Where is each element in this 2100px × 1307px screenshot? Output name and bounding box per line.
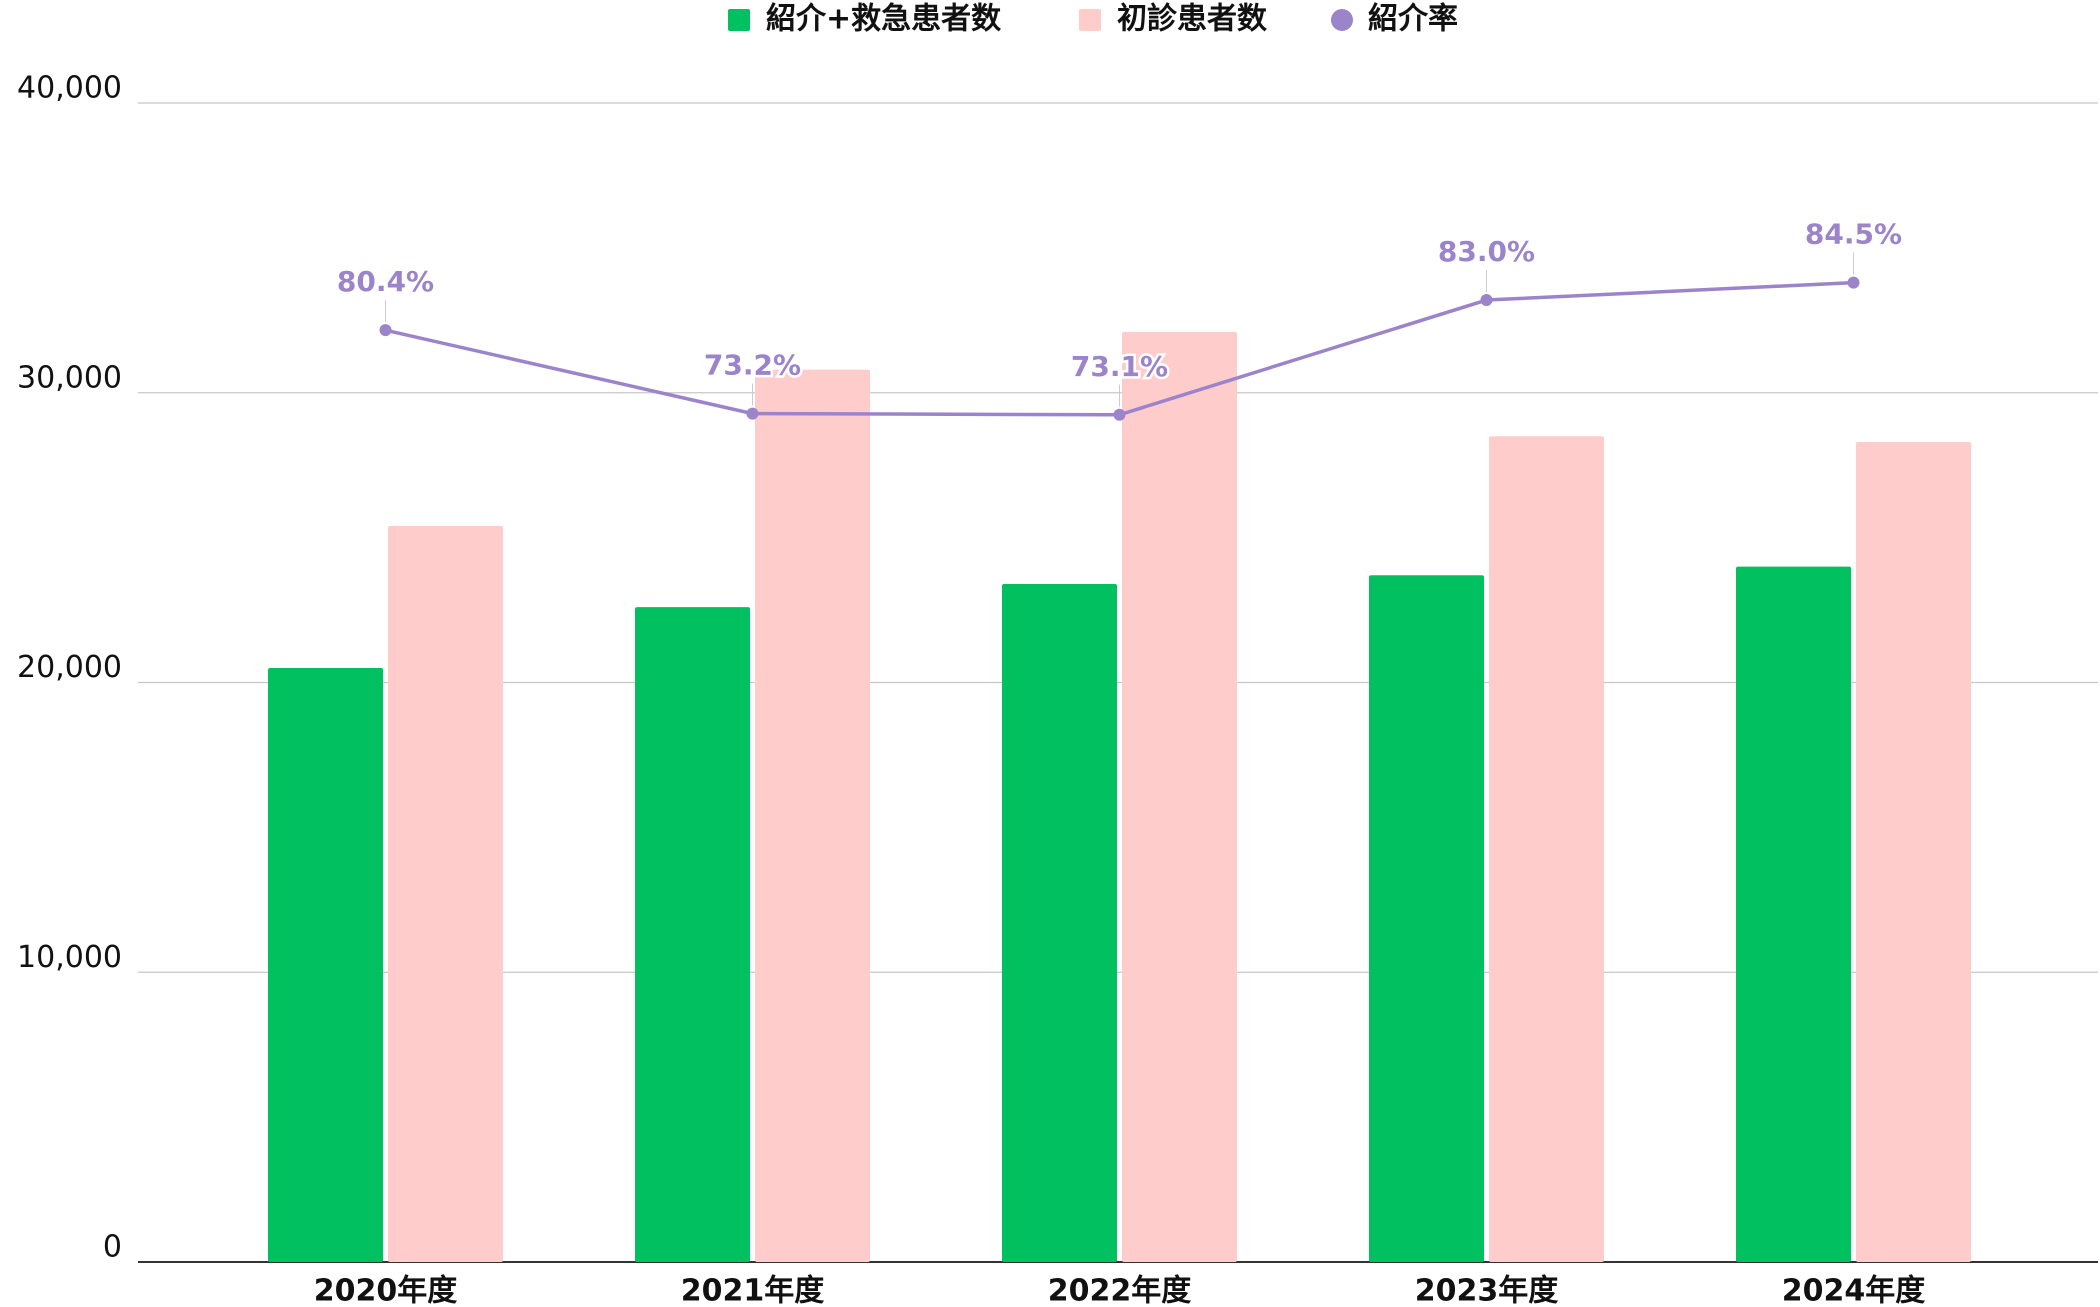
x-tick-label: 2022年度 — [1048, 1274, 1192, 1307]
bar — [1369, 575, 1484, 1262]
x-tick-label: 2021年度 — [681, 1274, 825, 1307]
bar — [268, 668, 383, 1262]
bar — [388, 526, 503, 1262]
legend-label: 初診患者数 — [1117, 2, 1268, 37]
bar — [1122, 331, 1237, 1263]
x-tick-label: 2024年度 — [1782, 1274, 1926, 1307]
y-tick-label: 30,000 — [17, 360, 122, 395]
y-tick-label: 0 — [103, 1230, 122, 1265]
legend-marker — [1331, 9, 1353, 31]
bar — [635, 607, 750, 1262]
bar — [1736, 566, 1851, 1262]
data-label: 73.2% — [704, 349, 801, 382]
legend-label: 紹介+救急患者数 — [766, 2, 1002, 37]
data-label: 73.1% — [1071, 350, 1168, 383]
legend-marker — [728, 9, 750, 31]
data-label: 80.4% — [337, 265, 434, 298]
line-point — [379, 324, 392, 337]
data-label: 83.0% — [1438, 235, 1535, 268]
x-tick-label: 2020年度 — [314, 1274, 458, 1307]
y-tick-label: 40,000 — [17, 71, 122, 106]
legend-label: 紹介率 — [1368, 2, 1458, 37]
y-tick-label: 10,000 — [17, 940, 122, 975]
bar — [1856, 442, 1971, 1262]
bar — [755, 369, 870, 1262]
line-point — [746, 407, 759, 420]
y-tick-label: 20,000 — [17, 650, 122, 685]
bar — [1002, 583, 1117, 1262]
line-point — [1113, 408, 1126, 421]
line-point — [1480, 294, 1493, 307]
line-point — [1847, 276, 1860, 289]
x-tick-label: 2023年度 — [1415, 1274, 1559, 1307]
bar — [1489, 436, 1604, 1262]
data-label: 84.5% — [1805, 218, 1902, 251]
legend-marker — [1079, 9, 1101, 31]
